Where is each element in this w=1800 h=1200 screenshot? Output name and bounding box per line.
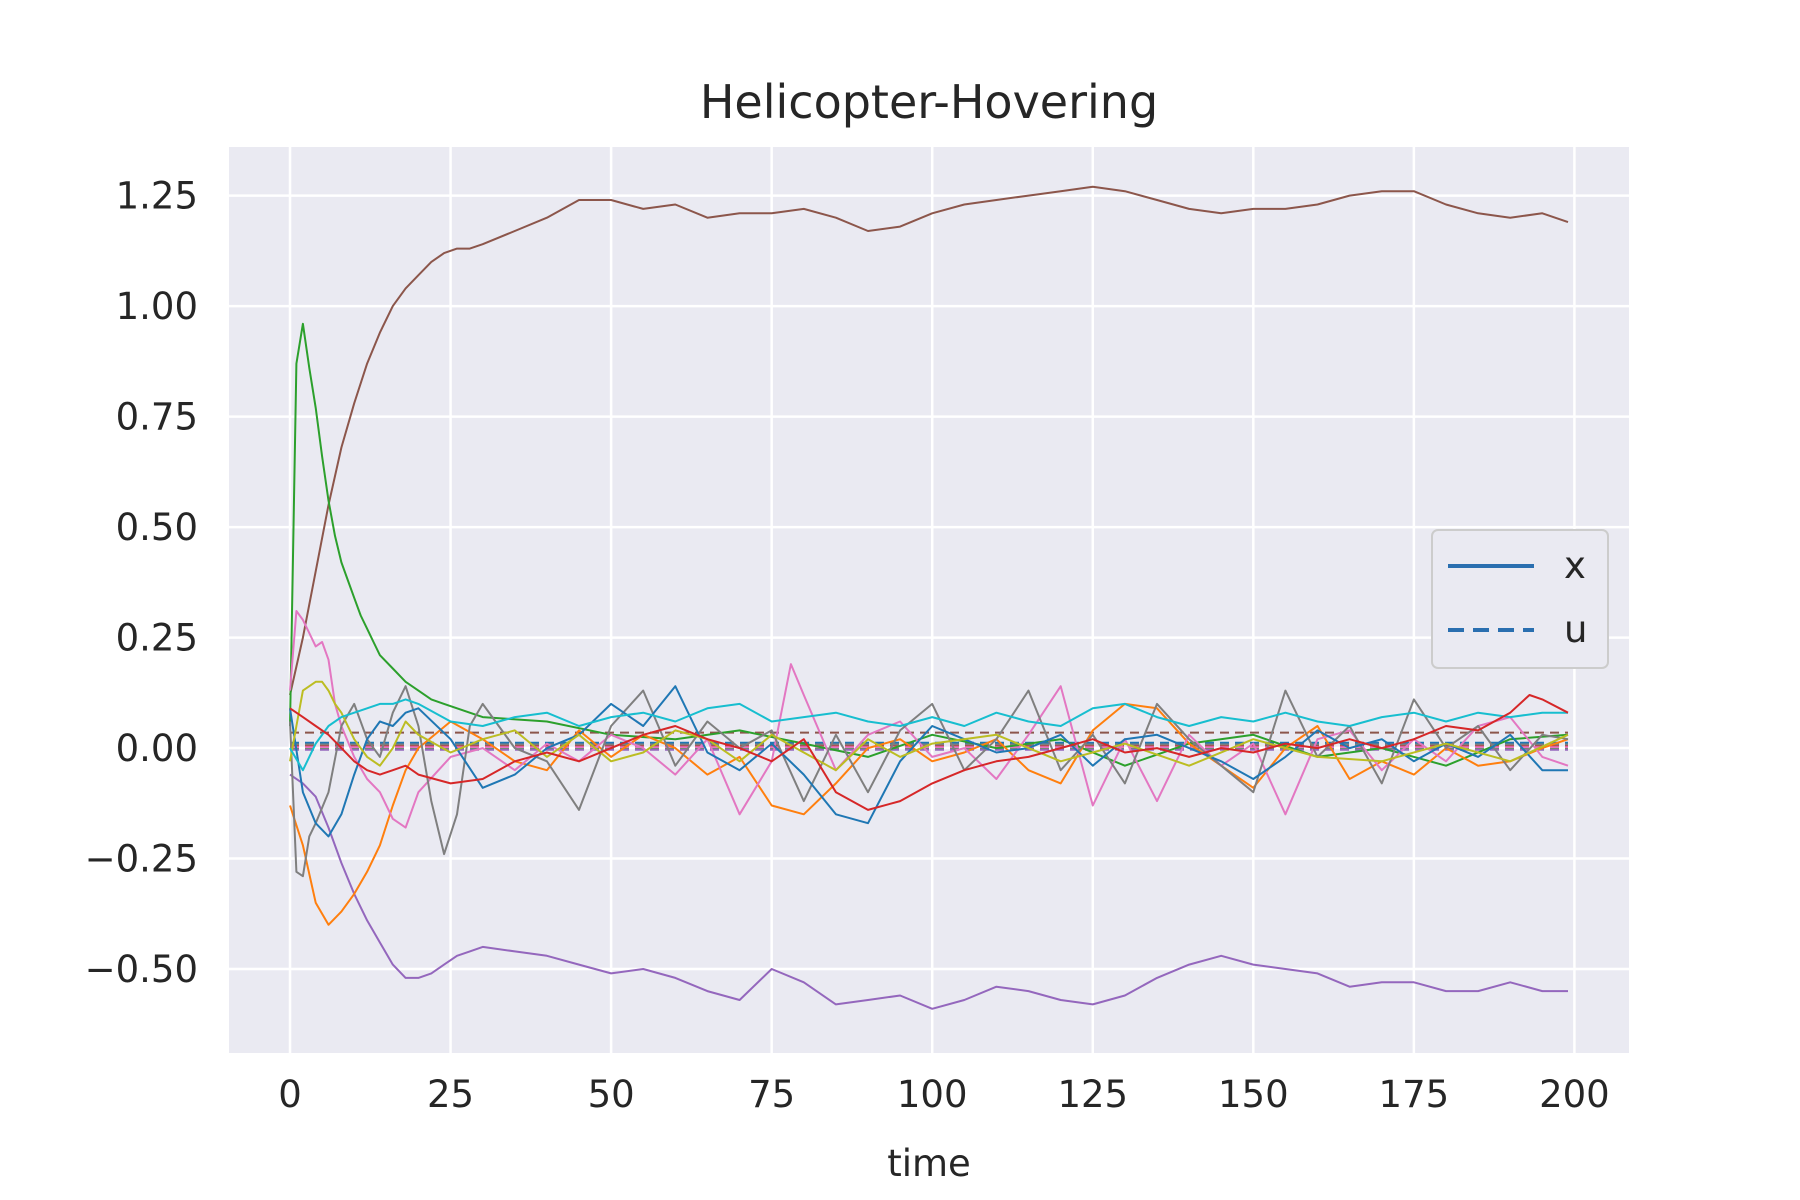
y-tick-label: −0.50 [85, 948, 198, 991]
series-line-x [289, 685, 1569, 878]
series-line-x [289, 685, 1568, 838]
y-tick-label: 0.25 [116, 617, 198, 660]
gridlines [229, 147, 1629, 1053]
plot-area [229, 147, 1629, 1053]
x-tick-label: 150 [1218, 1073, 1289, 1116]
series-layer [289, 185, 1569, 1010]
x-tick-label: 0 [278, 1073, 302, 1116]
y-tick-label: −0.25 [85, 838, 198, 881]
y-tick-label: 0.50 [116, 506, 198, 549]
x-tick-label: 100 [897, 1073, 968, 1116]
series-line-x [289, 680, 1569, 772]
series-line-x [289, 610, 1569, 829]
series-line-x [289, 698, 1568, 772]
x-tick-label: 75 [748, 1073, 795, 1116]
series-line-x [289, 773, 1568, 1010]
tick-labels: 0 25 50 75 100 125 150 175 200 −0.50 −0.25 0.00 0.25… [85, 175, 1610, 1116]
x-axis-label: time [887, 1142, 971, 1185]
x-tick-label: 200 [1539, 1073, 1610, 1116]
legend: x u [1431, 529, 1609, 669]
series-line-x [289, 694, 1569, 811]
y-tick-label: 0.00 [116, 727, 198, 770]
y-tick-label: 0.75 [116, 396, 198, 439]
x-tick-label: 125 [1057, 1073, 1128, 1116]
y-tick-label: 1.25 [116, 175, 198, 218]
legend-label-x: x [1564, 544, 1586, 587]
series-line-x [289, 702, 1569, 926]
x-tick-label: 50 [588, 1073, 635, 1116]
series-line-x [289, 185, 1569, 696]
x-tick-label: 25 [427, 1073, 474, 1116]
x-tick-label: 175 [1379, 1073, 1450, 1116]
legend-label-u: u [1564, 608, 1587, 651]
chart-title: Helicopter-Hovering [700, 75, 1158, 129]
y-tick-label: 1.00 [116, 285, 198, 328]
